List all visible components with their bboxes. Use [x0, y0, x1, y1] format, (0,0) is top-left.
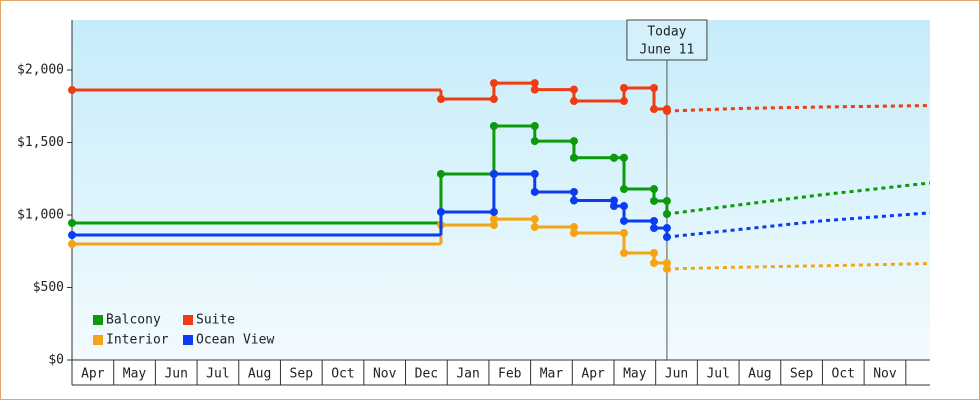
point: [650, 224, 659, 233]
legend-swatch: [93, 315, 103, 325]
forecast-line: [666, 211, 931, 239]
point: [662, 233, 671, 242]
x-tick-label: May: [623, 367, 647, 382]
x-tick-label: Mar: [540, 367, 564, 382]
point: [662, 264, 671, 273]
corner-dot: [650, 185, 659, 194]
point: [489, 121, 498, 130]
plot-area: [72, 20, 930, 360]
legend-swatch: [183, 315, 193, 325]
forecast-line: [666, 181, 931, 216]
corner-dot: [530, 121, 539, 130]
point: [68, 218, 76, 227]
x-tick-label: Oct: [832, 367, 855, 382]
corner-dot: [489, 95, 498, 104]
point: [530, 85, 539, 94]
legend-swatch: [93, 335, 103, 345]
corner-dot: [619, 228, 628, 237]
forecast-line: [666, 262, 931, 271]
point: [650, 259, 659, 268]
point: [619, 248, 628, 257]
corner-dot: [662, 259, 671, 268]
point: [609, 153, 618, 162]
today-label: June 11: [640, 43, 695, 58]
x-tick-label: Feb: [498, 367, 522, 382]
point: [662, 107, 671, 116]
point: [619, 84, 628, 92]
y-tick-label: $1,500: [17, 135, 64, 150]
point: [530, 137, 539, 146]
x-tick-label: Jun: [665, 367, 688, 382]
point: [489, 169, 498, 178]
x-tick-label: Apr: [81, 367, 105, 382]
corner-dot: [489, 221, 498, 230]
point: [489, 215, 498, 224]
point: [530, 223, 539, 232]
point: [569, 153, 578, 162]
corner-dot: [650, 216, 659, 225]
point: [650, 196, 659, 205]
point: [609, 202, 618, 211]
corner-dot: [662, 196, 671, 205]
x-tick-label: Aug: [748, 367, 771, 382]
legend-label: Ocean View: [196, 333, 274, 348]
x-tick-label: Nov: [373, 367, 397, 382]
corner-dot: [530, 169, 539, 178]
forecast-line: [666, 104, 931, 113]
point: [619, 185, 628, 194]
today-label: Today: [647, 25, 686, 40]
x-tick-label: Jun: [164, 367, 187, 382]
x-tick-label: Aug: [248, 367, 271, 382]
x-tick-label: Sep: [290, 367, 314, 382]
point: [68, 231, 76, 240]
y-tick-label: $2,000: [17, 63, 64, 78]
point: [68, 86, 76, 95]
point: [489, 79, 498, 88]
legend-label: Balcony: [106, 313, 161, 328]
x-tick-label: Sep: [790, 367, 814, 382]
x-tick-label: Apr: [581, 367, 605, 382]
x-tick-label: Dec: [415, 367, 438, 382]
corner-dot: [489, 207, 498, 216]
corner-dot: [619, 153, 628, 162]
point: [436, 207, 445, 216]
x-tick-label: Jul: [706, 367, 729, 382]
x-tick-label: Oct: [331, 367, 354, 382]
legend-swatch: [183, 335, 193, 345]
point: [619, 216, 628, 225]
corner-dot: [530, 215, 539, 224]
point: [436, 169, 445, 178]
point: [436, 95, 445, 104]
legend-label: Suite: [196, 313, 235, 328]
today-box: [626, 19, 708, 61]
point: [569, 228, 578, 237]
x-tick-label: Jul: [206, 367, 229, 382]
y-tick-label: $0: [48, 353, 64, 368]
y-tick-label: $1,000: [17, 208, 64, 223]
y-tick-label: $500: [33, 280, 64, 295]
corner-dot: [609, 196, 618, 205]
corner-dot: [662, 224, 671, 233]
corner-dot: [650, 84, 659, 92]
point: [650, 105, 659, 114]
x-tick-label: Nov: [873, 367, 897, 382]
corner-dot: [619, 97, 628, 106]
corner-dot: [569, 85, 578, 94]
point: [530, 187, 539, 196]
point: [662, 209, 671, 218]
legend-label: Interior: [106, 333, 169, 348]
point: [569, 97, 578, 106]
point: [569, 196, 578, 205]
corner-dot: [569, 187, 578, 196]
point: [68, 240, 76, 249]
x-tick-label: Jan: [456, 367, 479, 382]
corner-dot: [530, 79, 539, 88]
x-tick-label: May: [123, 367, 147, 382]
corner-dot: [619, 202, 628, 211]
corner-dot: [650, 248, 659, 257]
corner-dot: [569, 137, 578, 146]
corner-dot: [569, 223, 578, 232]
